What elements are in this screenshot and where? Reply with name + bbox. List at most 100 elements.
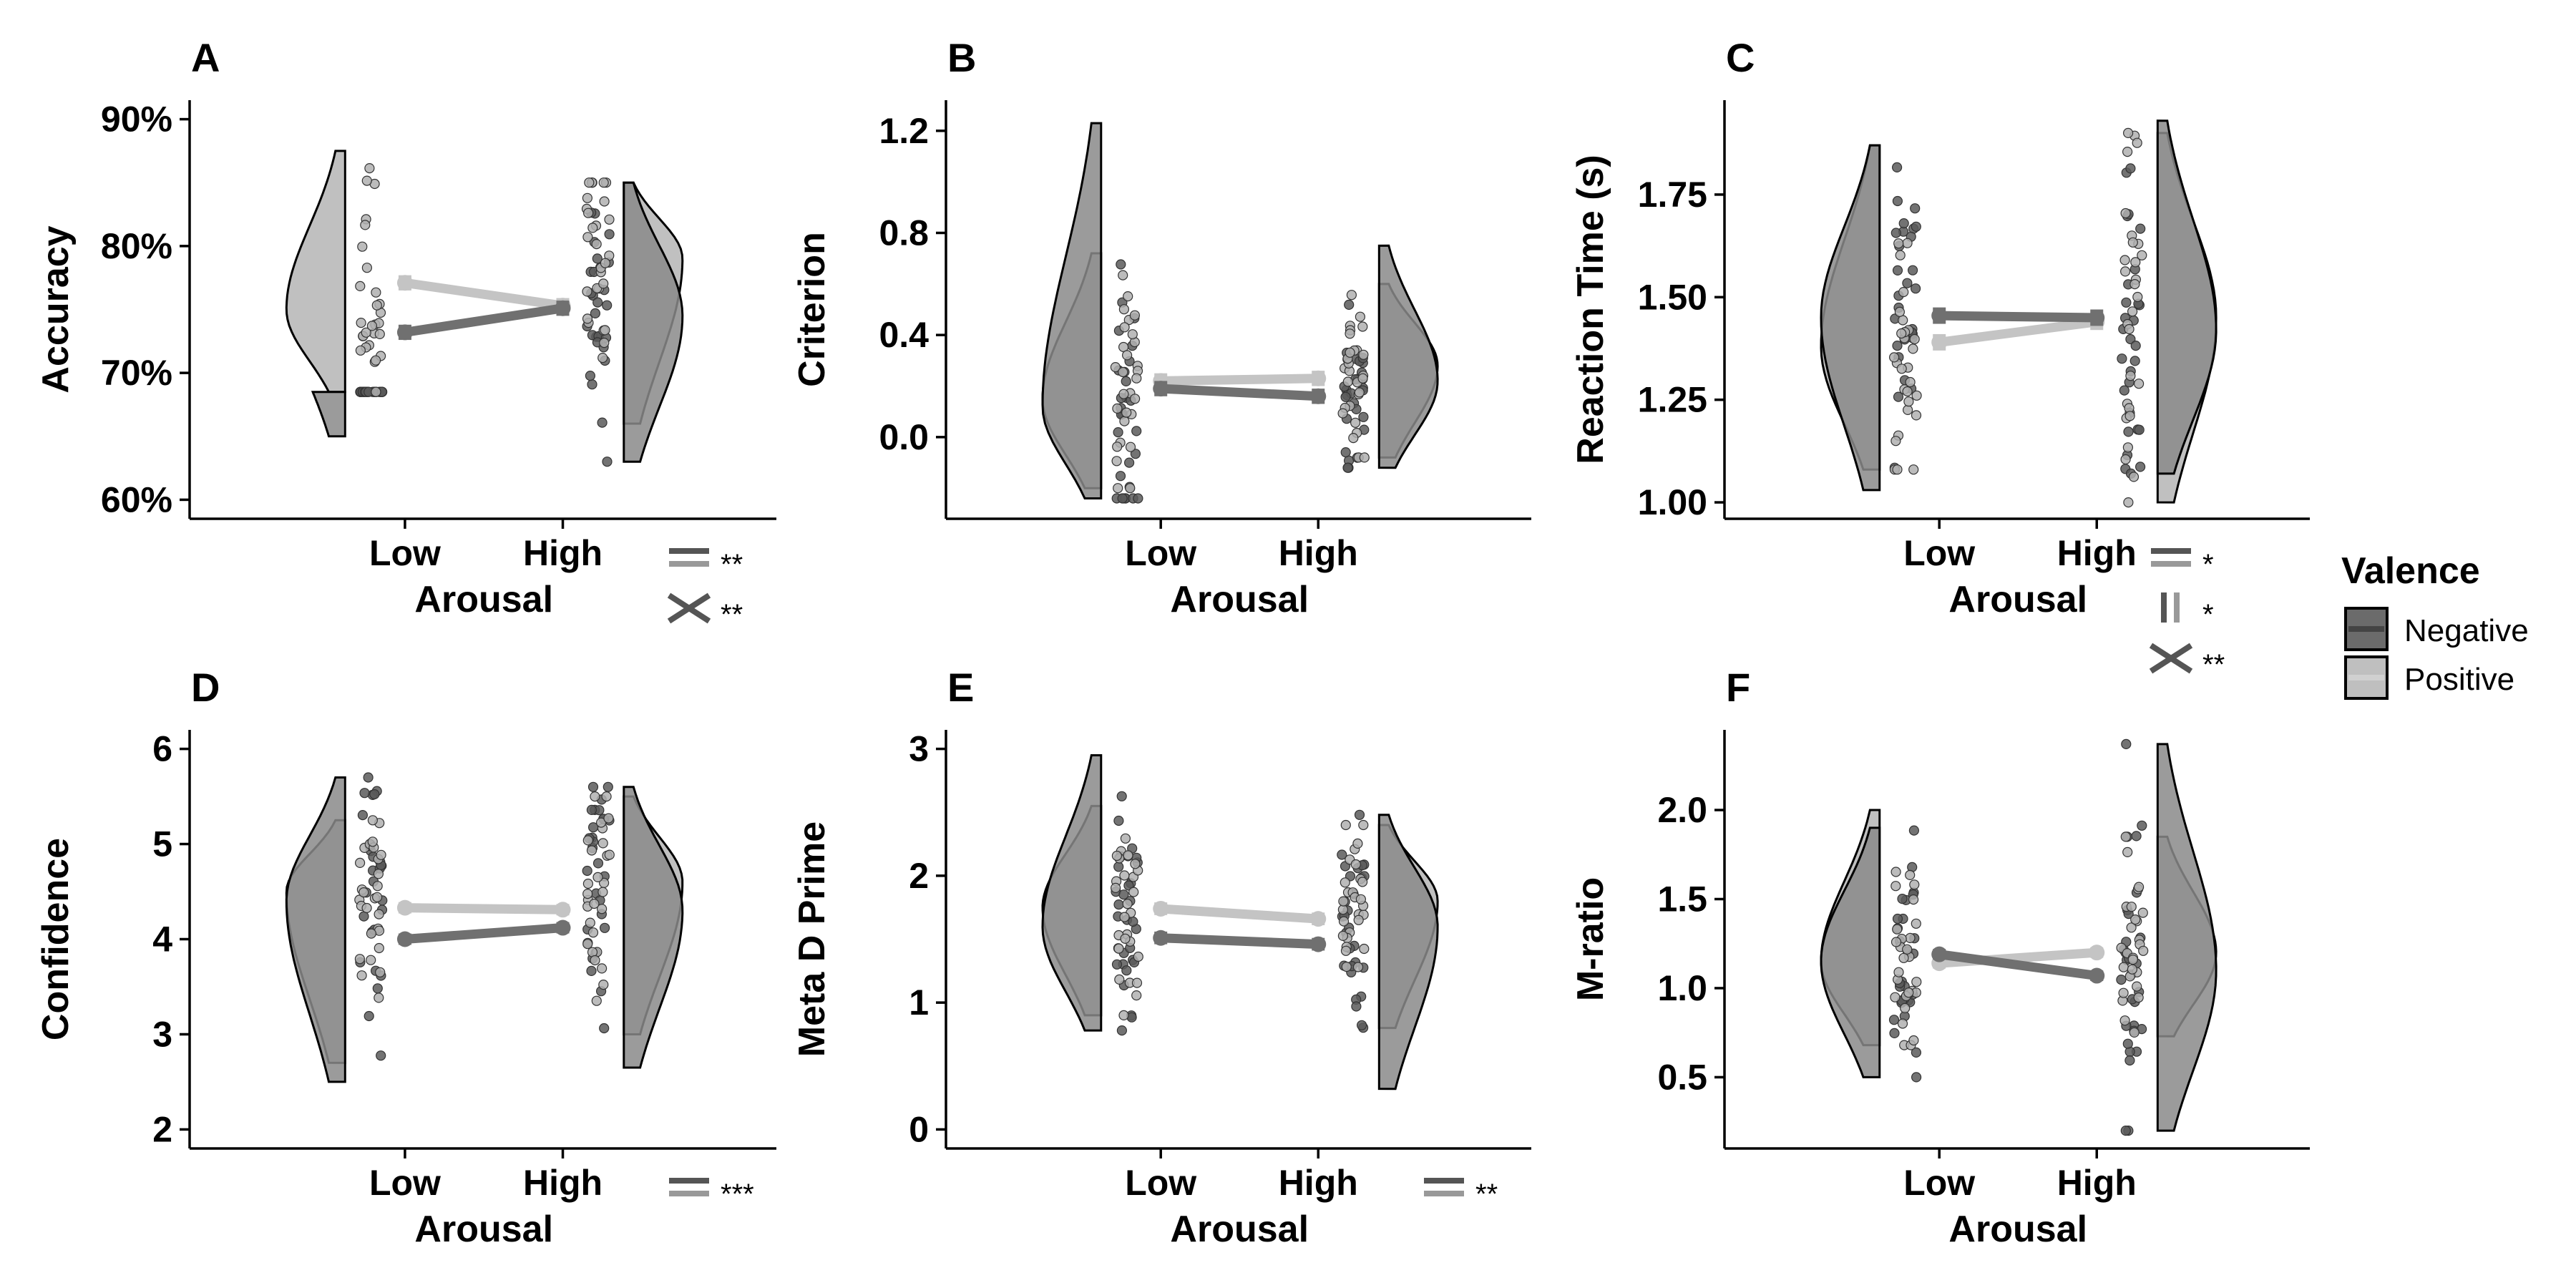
data-point-positive: [600, 325, 610, 336]
data-point-negative: [364, 1010, 374, 1022]
data-point-positive: [1903, 396, 1914, 407]
data-point-positive: [598, 177, 609, 188]
y-tick-label: 1: [909, 982, 929, 1023]
data-point-negative: [1337, 849, 1347, 860]
data-point-negative: [1113, 899, 1124, 910]
data-point-positive: [1125, 483, 1136, 494]
data-point-positive: [1911, 410, 1922, 421]
data-point-positive: [1123, 291, 1133, 302]
y-tick-label: 0.5: [1657, 1057, 1707, 1097]
y-tick-label: 3: [909, 729, 929, 769]
data-point-negative: [1351, 1001, 1362, 1012]
panel-letter: C: [1726, 35, 1755, 80]
data-point-positive: [1110, 361, 1121, 373]
data-point-positive: [1129, 394, 1141, 404]
data-point-negative: [602, 457, 613, 467]
data-point-positive: [582, 878, 594, 889]
data-point-positive: [2119, 1015, 2130, 1026]
data-point-negative: [1131, 426, 1142, 436]
data-point-positive: [2133, 992, 2144, 1003]
y-tick-label: 5: [152, 824, 172, 864]
mean-line-positive: [1938, 317, 2098, 347]
y-tick-label: 0: [909, 1109, 929, 1149]
y-tick-label: 0.8: [879, 213, 929, 253]
data-point-positive: [1902, 238, 1913, 248]
y-tick-label: 80%: [101, 226, 172, 266]
data-point-negative: [1113, 426, 1123, 438]
data-point-negative: [1889, 1028, 1900, 1039]
data-point-negative: [1115, 471, 1126, 482]
y-tick-label: 1.50: [1638, 277, 1707, 317]
data-point-positive: [1122, 899, 1133, 909]
significance-stars: ***: [721, 1179, 754, 1210]
x-tick-label-low: Low: [369, 1163, 441, 1203]
mean-line-negative: [1160, 384, 1319, 401]
data-point-positive: [1902, 944, 1913, 955]
data-point-negative: [2135, 462, 2146, 472]
x-tick-label-high: High: [523, 1163, 602, 1203]
data-point-negative: [1116, 791, 1127, 801]
mean-point-positive: [396, 275, 413, 291]
data-point-positive: [1352, 962, 1364, 972]
data-point-positive: [371, 287, 381, 298]
data-point-positive: [1119, 322, 1130, 333]
data-point-positive: [1354, 387, 1365, 398]
data-point-positive: [599, 196, 610, 207]
data-point-positive: [373, 869, 384, 879]
panel-F: F 0.5 1.0 1.5 2.0 Low High Arousal M-ratio: [1570, 665, 2310, 1250]
data-point-positive: [1896, 364, 1907, 374]
data-point-positive: [361, 902, 372, 914]
data-point-negative: [1897, 893, 1908, 904]
data-point-positive: [2137, 250, 2147, 260]
data-point-positive: [1357, 373, 1368, 384]
x-axis-title: Arousal: [1170, 1209, 1309, 1250]
mean-line-negative: [1160, 933, 1319, 950]
data-point-positive: [1114, 974, 1125, 985]
data-point-positive: [597, 353, 608, 364]
mean-point-positive: [396, 899, 413, 916]
data-point-positive: [1112, 441, 1123, 452]
y-axis-title: M-ratio: [1570, 877, 1611, 1001]
data-point-negative: [587, 781, 599, 792]
significance-stars: *: [2202, 549, 2214, 580]
mean-line-positive: [404, 903, 563, 914]
mean-point-negative: [1931, 308, 1948, 324]
data-point-positive: [598, 278, 609, 289]
data-point-negative: [1910, 203, 1921, 214]
legend-label-positive: Positive: [2404, 662, 2514, 697]
data-point-negative: [2117, 353, 2127, 364]
data-point-positive: [366, 928, 377, 939]
data-point-positive: [372, 881, 383, 892]
data-point-positive: [1908, 1035, 1919, 1046]
data-point-positive: [595, 817, 607, 828]
data-point-positive: [1355, 894, 1367, 904]
violin-high-negative: [2156, 743, 2218, 1132]
data-point-positive: [367, 815, 379, 826]
data-point-negative: [586, 965, 597, 977]
y-axis-title: Meta D Prime: [791, 821, 833, 1057]
y-tick-label: 70%: [101, 353, 172, 393]
data-point-positive: [374, 328, 385, 339]
data-point-positive: [1127, 329, 1138, 340]
data-point-negative: [1113, 815, 1124, 826]
data-point-positive: [1348, 432, 1359, 444]
data-point-positive: [374, 942, 384, 954]
data-point-positive: [1353, 914, 1364, 925]
data-point-positive: [1890, 867, 1901, 877]
data-point-positive: [1118, 366, 1128, 378]
x-axis-title: Arousal: [1948, 579, 2087, 620]
data-point-positive: [371, 300, 382, 311]
x-tick-label-low: Low: [1125, 533, 1196, 573]
data-point-positive: [604, 214, 615, 225]
data-point-positive: [366, 955, 376, 965]
data-point-positive: [376, 849, 386, 860]
data-point-positive: [1131, 990, 1142, 1001]
data-point-negative: [586, 804, 597, 816]
data-point-positive: [1340, 877, 1350, 888]
data-point-positive: [358, 887, 369, 898]
data-point-positive: [2137, 907, 2148, 918]
data-point-positive: [2132, 137, 2142, 148]
mean-point-positive: [1310, 911, 1327, 927]
y-tick-label: 6: [152, 729, 172, 769]
data-point-negative: [1111, 959, 1123, 970]
